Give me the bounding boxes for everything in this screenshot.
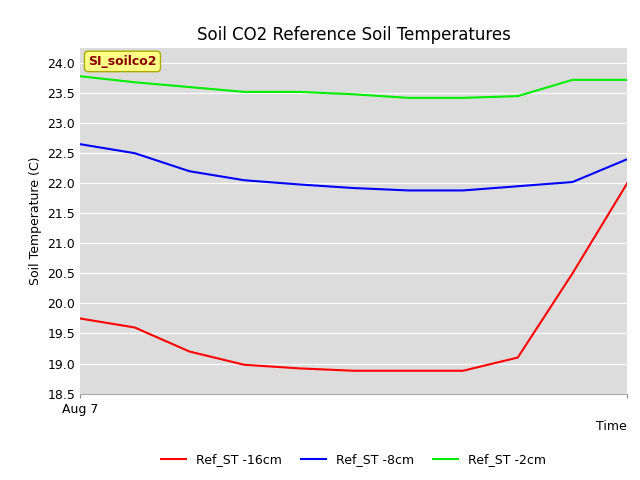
Ref_ST -16cm (186, 348, 193, 354)
Legend: Ref_ST -16cm, Ref_ST -8cm, Ref_ST -2cm: Ref_ST -16cm, Ref_ST -8cm, Ref_ST -2cm (156, 448, 551, 471)
Ref_ST -16cm (241, 362, 248, 368)
Line: Ref_ST -8cm: Ref_ST -8cm (80, 144, 627, 191)
Ref_ST -16cm (295, 365, 303, 371)
Ref_ST -2cm (514, 93, 522, 99)
Ref_ST -2cm (186, 84, 193, 90)
Ref_ST -8cm (460, 188, 467, 193)
Ref_ST -8cm (514, 183, 522, 189)
Ref_ST -2cm (76, 73, 84, 79)
Ref_ST -8cm (241, 177, 248, 183)
Ref_ST -2cm (350, 91, 358, 97)
Ref_ST -2cm (460, 95, 467, 101)
Ref_ST -16cm (623, 180, 631, 186)
Ref_ST -8cm (186, 168, 193, 174)
Ref_ST -8cm (404, 188, 412, 193)
Ref_ST -16cm (131, 324, 139, 330)
Ref_ST -16cm (350, 368, 358, 373)
Text: SI_soilco2: SI_soilco2 (88, 55, 157, 68)
Ref_ST -2cm (131, 79, 139, 85)
Text: Time: Time (596, 420, 627, 432)
Ref_ST -2cm (569, 77, 577, 83)
Title: Soil CO2 Reference Soil Temperatures: Soil CO2 Reference Soil Temperatures (196, 25, 511, 44)
Ref_ST -8cm (350, 185, 358, 191)
Ref_ST -16cm (404, 368, 412, 373)
Ref_ST -8cm (569, 179, 577, 185)
Ref_ST -2cm (295, 89, 303, 95)
Ref_ST -16cm (514, 355, 522, 360)
Ref_ST -2cm (241, 89, 248, 95)
Ref_ST -16cm (460, 368, 467, 373)
Ref_ST -8cm (76, 141, 84, 147)
Line: Ref_ST -2cm: Ref_ST -2cm (80, 76, 627, 98)
Ref_ST -16cm (76, 315, 84, 321)
Ref_ST -2cm (404, 95, 412, 101)
Y-axis label: Soil Temperature (C): Soil Temperature (C) (29, 156, 42, 285)
Ref_ST -8cm (295, 181, 303, 187)
Ref_ST -8cm (131, 150, 139, 156)
Ref_ST -16cm (569, 271, 577, 276)
Ref_ST -2cm (623, 77, 631, 83)
Ref_ST -8cm (623, 156, 631, 162)
Line: Ref_ST -16cm: Ref_ST -16cm (80, 183, 627, 371)
